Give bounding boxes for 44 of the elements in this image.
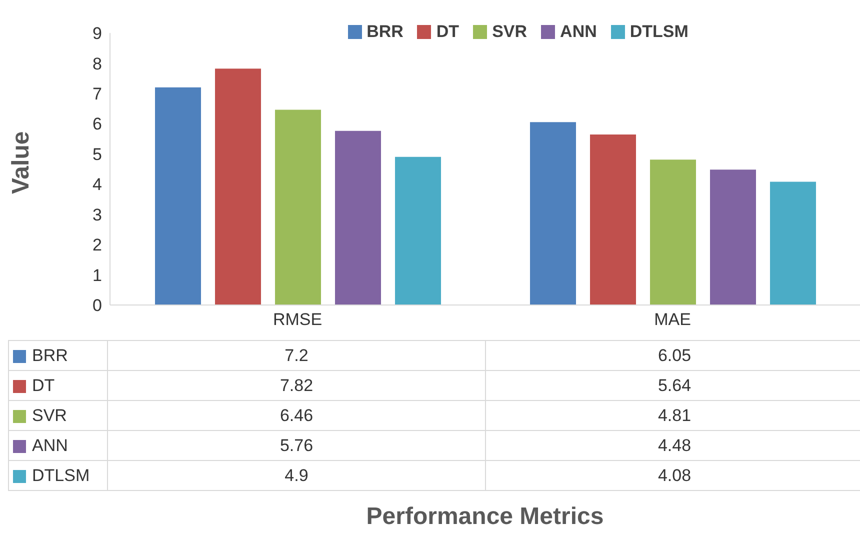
text: DTLSM — [32, 466, 90, 484]
text: Performance Metrics — [365, 503, 605, 531]
text: DT — [32, 376, 55, 394]
y-tick-label: 6 — [92, 114, 102, 134]
data-label: 7.2 — [108, 340, 486, 370]
legend-label: SVR — [491, 22, 528, 42]
data-label: 5.64 — [486, 370, 860, 400]
bar — [650, 160, 696, 305]
text: SVR — [32, 406, 67, 424]
bar — [275, 110, 321, 305]
legend-label: ANN — [559, 22, 597, 42]
data-label: 5.76 — [108, 430, 486, 460]
y-tick-label: 3 — [92, 205, 102, 224]
text: ANN — [32, 436, 68, 454]
bar — [590, 134, 636, 305]
legend-label: DTLSM — [628, 22, 688, 42]
bar — [215, 68, 261, 305]
y-tick-label: 1 — [92, 266, 102, 285]
x-tick-label: RMSE — [272, 310, 322, 330]
y-tick-label: 8 — [92, 54, 102, 74]
data-label: 4.08 — [486, 460, 860, 490]
y-tick-label: 7 — [92, 84, 102, 104]
data-label: 4.81 — [486, 400, 860, 430]
bar — [530, 122, 576, 305]
bar — [155, 87, 201, 305]
data-label: 7.82 — [108, 370, 486, 400]
y-tick-label: 0 — [92, 296, 102, 316]
y-tick-label: 9 — [92, 24, 102, 44]
legend-label: DT — [435, 22, 460, 42]
data-label: 6.46 — [108, 400, 486, 430]
text: BRR — [32, 346, 68, 364]
legend-label: BRR — [366, 22, 404, 42]
data-label: 6.05 — [486, 340, 860, 370]
bar — [770, 182, 816, 305]
bar — [710, 170, 756, 305]
bar — [335, 130, 381, 305]
bar — [395, 156, 441, 305]
y-tick-label: 2 — [92, 236, 102, 255]
data-label: 4.9 — [108, 460, 486, 490]
y-tick-label: 4 — [92, 175, 102, 194]
x-tick-label: MAE — [654, 310, 691, 330]
y-tick-label: 5 — [92, 144, 102, 164]
data-label: 4.48 — [486, 430, 860, 460]
y-axis-title: Value — [8, 131, 35, 194]
